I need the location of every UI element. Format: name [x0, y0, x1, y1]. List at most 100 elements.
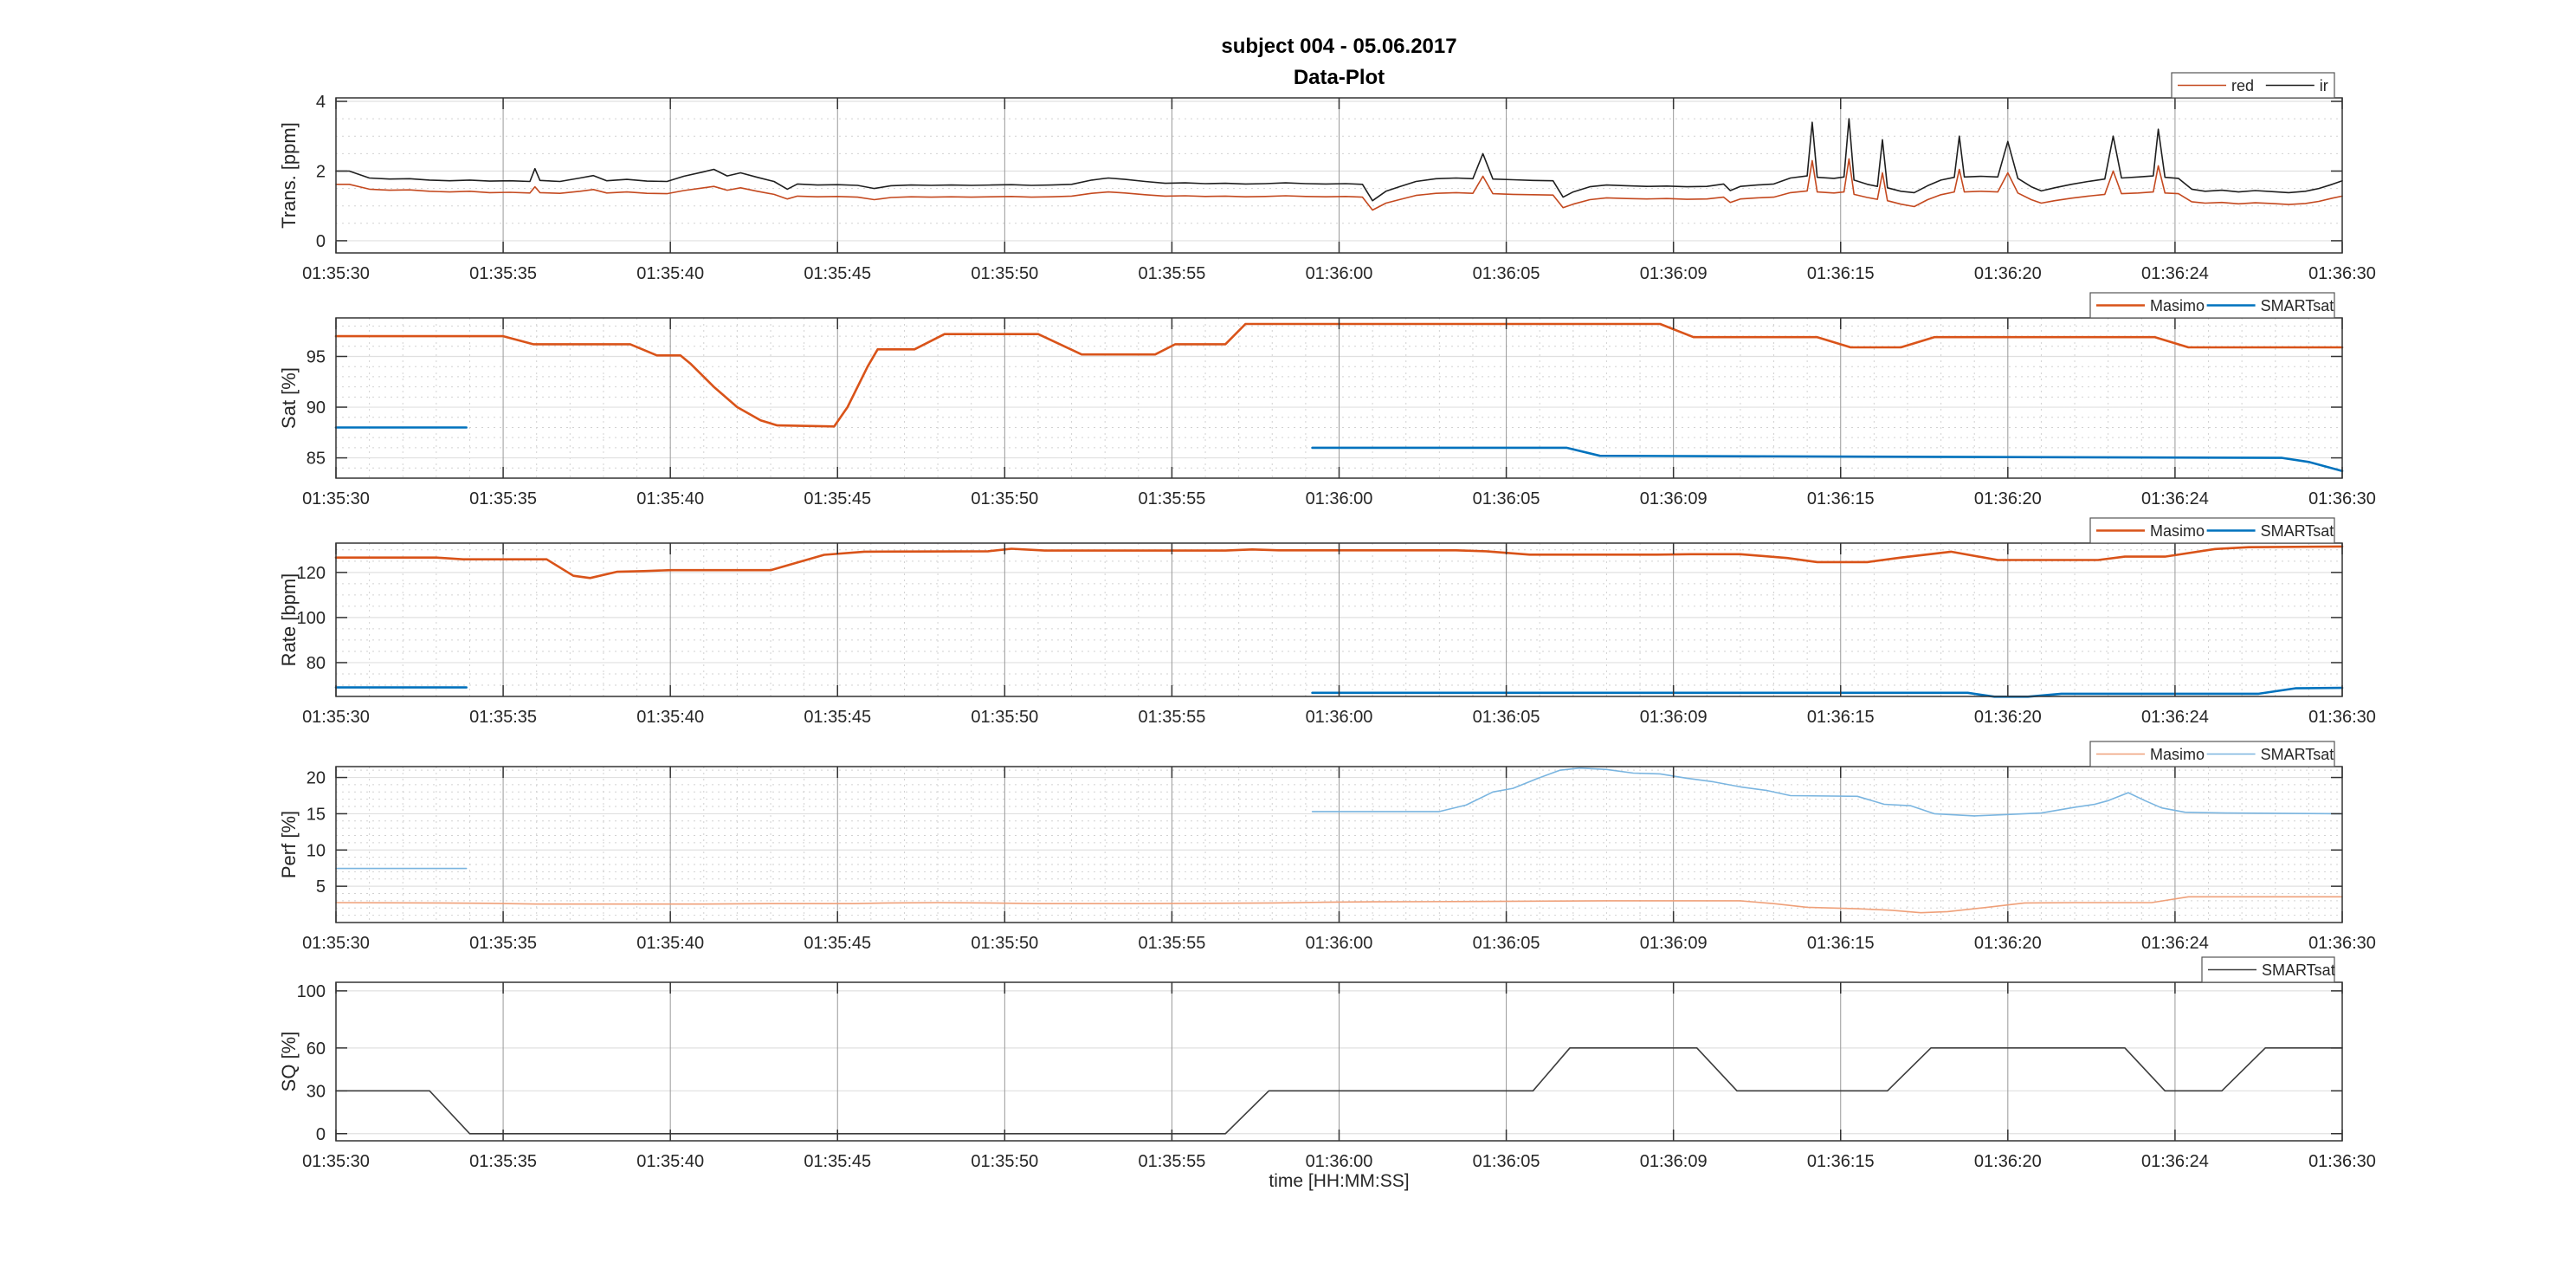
- y-tick-label: 2: [316, 162, 326, 181]
- figure-subtitle: Data-Plot: [1293, 66, 1385, 89]
- legend-label: SMARTsat: [2261, 746, 2334, 763]
- x-tick-label: 01:36:09: [1640, 489, 1708, 508]
- y-axis-label-trans: Trans. [ppm]: [278, 122, 300, 229]
- y-tick-label: 0: [316, 1125, 326, 1144]
- x-tick-label: 01:36:15: [1807, 708, 1875, 727]
- legend-label: Masimo: [2150, 522, 2205, 540]
- x-tick-label: 01:36:24: [2141, 708, 2209, 727]
- legend-label: Masimo: [2150, 297, 2205, 314]
- y-tick-label: 120: [297, 564, 326, 583]
- major-grid: [336, 982, 2342, 1141]
- y-tick-label: 85: [307, 450, 326, 469]
- x-tick-label: 01:35:55: [1138, 489, 1205, 508]
- x-tick-label: 01:36:05: [1473, 708, 1540, 727]
- x-tick-label: 01:35:50: [971, 708, 1038, 727]
- y-tick-label: 10: [307, 841, 326, 860]
- x-tick-label: 01:35:50: [971, 264, 1038, 283]
- x-tick-label: 01:35:30: [302, 264, 370, 283]
- x-tick-label: 01:36:15: [1807, 264, 1875, 283]
- x-tick-label: 01:35:55: [1138, 708, 1205, 727]
- y-tick-label: 30: [307, 1082, 326, 1101]
- x-tick-label: 01:36:15: [1807, 489, 1875, 508]
- x-tick-label: 01:35:35: [469, 934, 537, 953]
- y-tick-label: 5: [316, 877, 326, 897]
- x-tick-label: 01:36:15: [1807, 934, 1875, 953]
- x-tick-label: 01:36:00: [1306, 1152, 1373, 1171]
- x-tick-label: 01:36:20: [1974, 489, 2042, 508]
- y-axis-label-perf: Perf [%]: [278, 811, 300, 878]
- series-red-line: [335, 158, 2343, 211]
- x-tick-label: 01:35:45: [804, 264, 871, 283]
- x-tick-label: 01:35:40: [636, 489, 704, 508]
- x-tick-label: 01:36:24: [2141, 934, 2209, 953]
- legend-perf: Masimo SMARTsat: [2089, 741, 2335, 767]
- subplot-sq: 01:35:30 01:35:35 01:35:40 01:35:45 01:35:50…: [278, 956, 2376, 1171]
- figure-title: subject 004 - 05.06.2017: [1221, 35, 1457, 58]
- y-axis-label-sat: Sat [%]: [278, 367, 300, 429]
- x-tick-label: 01:36:09: [1640, 1152, 1708, 1171]
- x-tick-label: 01:35:30: [302, 934, 370, 953]
- x-tick-label: 01:35:40: [636, 264, 704, 283]
- y-tick-label: 4: [316, 93, 326, 112]
- x-tick-label: 01:35:35: [469, 1152, 537, 1171]
- y-tick-label: 20: [307, 769, 326, 788]
- legend-rate: Masimo SMARTsat: [2089, 517, 2335, 544]
- x-tick-label: 01:36:30: [2308, 264, 2376, 283]
- x-tick-label: 01:35:50: [971, 934, 1038, 953]
- x-tick-label: 01:35:30: [302, 1152, 370, 1171]
- x-tick-label: 01:35:55: [1138, 1152, 1205, 1171]
- x-tick-label: 01:35:50: [971, 489, 1038, 508]
- subplot-trans: 01:35:30 01:35:35 01:35:40 01:35:45 01:35:50…: [278, 72, 2376, 283]
- x-tick-label: 01:35:55: [1138, 934, 1205, 953]
- x-tick-label: 01:36:20: [1974, 1152, 2042, 1171]
- tick-marks: [335, 767, 2343, 923]
- y-tick-label: 80: [307, 654, 326, 673]
- tick-marks: [335, 98, 2343, 253]
- x-tick-label: 01:36:24: [2141, 264, 2209, 283]
- x-tick-label: 01:35:45: [804, 1152, 871, 1171]
- x-tick-label: 01:35:40: [636, 934, 704, 953]
- major-grid: [336, 767, 2342, 923]
- y-tick-label: 0: [316, 232, 326, 251]
- legend-label: SMARTsat: [2262, 962, 2335, 979]
- x-tick-label: 01:36:05: [1473, 489, 1540, 508]
- y-tick-label: 100: [297, 609, 326, 628]
- series-ir-line: [335, 118, 2343, 202]
- x-tick-label: 01:36:20: [1974, 708, 2042, 727]
- x-tick-label: 01:36:15: [1807, 1152, 1875, 1171]
- x-tick-label: 01:36:09: [1640, 934, 1708, 953]
- tick-marks: [335, 543, 2343, 696]
- series-smartsat-line: [1311, 686, 2344, 698]
- y-tick-label: 90: [307, 398, 326, 418]
- legend-sat: Masimo SMARTsat: [2089, 292, 2335, 319]
- x-tick-label: 01:36:09: [1640, 708, 1708, 727]
- x-axis-label: time [HH:MM:SS]: [1269, 1171, 1410, 1191]
- x-tick-label: 01:36:20: [1974, 264, 2042, 283]
- x-tick-label: 01:35:45: [804, 934, 871, 953]
- x-tick-label: 01:35:35: [469, 264, 537, 283]
- y-axis-label-rate: Rate [bpm]: [278, 573, 300, 667]
- legend-trans: red ir: [2171, 72, 2335, 99]
- series-smartsat-line: [1311, 767, 2343, 817]
- legend-sq: SMARTsat: [2201, 956, 2335, 983]
- x-tick-label: 01:36:20: [1974, 934, 2042, 953]
- x-tick-label: 01:35:40: [636, 1152, 704, 1171]
- major-grid: [336, 98, 2342, 253]
- x-tick-label: 01:35:40: [636, 708, 704, 727]
- y-tick-label: 95: [307, 347, 326, 366]
- x-tick-label: 01:35:50: [971, 1152, 1038, 1171]
- tick-marks: [335, 318, 2343, 478]
- series-smartsat-line: [1311, 446, 2344, 473]
- x-tick-label: 01:35:30: [302, 708, 370, 727]
- x-tick-label: 01:36:00: [1306, 489, 1373, 508]
- x-tick-label: 01:35:55: [1138, 264, 1205, 283]
- x-tick-label: 01:36:30: [2308, 489, 2376, 508]
- x-tick-label: 01:36:00: [1306, 708, 1373, 727]
- legend-label: red: [2231, 77, 2254, 94]
- x-tick-label: 01:36:30: [2308, 934, 2376, 953]
- x-tick-label: 01:36:05: [1473, 264, 1540, 283]
- x-tick-label: 01:36:05: [1473, 934, 1540, 953]
- legend-label: SMARTsat: [2261, 522, 2334, 540]
